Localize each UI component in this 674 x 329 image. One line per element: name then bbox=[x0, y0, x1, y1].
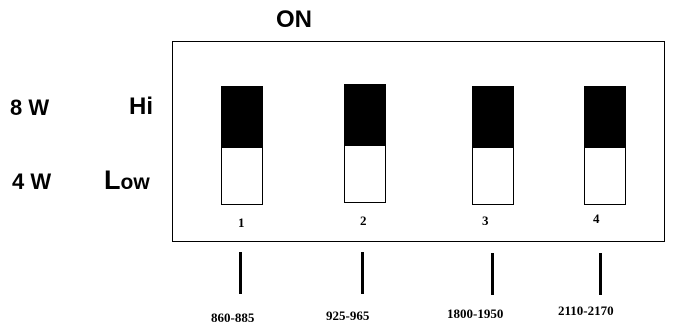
level-low-initial: L bbox=[104, 165, 121, 195]
dip-switch-2-band: 925-965 bbox=[326, 308, 370, 323]
dip-switch-4-number: 4 bbox=[593, 211, 600, 226]
on-label: ON bbox=[276, 6, 312, 33]
level-high-label: Hi bbox=[129, 93, 153, 120]
power-high-label: 8 W bbox=[10, 95, 50, 120]
dip-switch-4-lead bbox=[599, 253, 602, 295]
dip-switch-1[interactable] bbox=[221, 86, 263, 205]
dip-switch-1-number: 1 bbox=[238, 215, 245, 230]
dip-switch-1-band: 860-885 bbox=[211, 310, 255, 325]
dip-switch-3[interactable] bbox=[472, 86, 514, 205]
dip-switch-panel bbox=[172, 41, 665, 242]
dip-switch-3-number: 3 bbox=[482, 213, 489, 228]
dip-switch-3-band: 1800-1950 bbox=[447, 306, 504, 321]
dip-switch-2[interactable] bbox=[344, 84, 386, 203]
dip-switch-1-knob[interactable] bbox=[221, 86, 263, 148]
level-low-label: Low bbox=[104, 167, 150, 194]
dip-switch-2-knob[interactable] bbox=[344, 84, 386, 146]
power-low-label: 4 W bbox=[12, 169, 52, 194]
dip-switch-2-lead bbox=[361, 252, 364, 294]
dip-switch-3-lead bbox=[491, 253, 494, 295]
dip-switch-3-knob[interactable] bbox=[472, 86, 514, 148]
level-low-rest: ow bbox=[120, 171, 150, 194]
dip-switch-4-band: 2110-2170 bbox=[558, 303, 614, 318]
dip-switch-4-knob[interactable] bbox=[584, 86, 626, 148]
dip-switch-2-number: 2 bbox=[360, 213, 367, 228]
dip-switch-4[interactable] bbox=[584, 86, 626, 205]
dip-switch-1-lead bbox=[239, 252, 242, 294]
